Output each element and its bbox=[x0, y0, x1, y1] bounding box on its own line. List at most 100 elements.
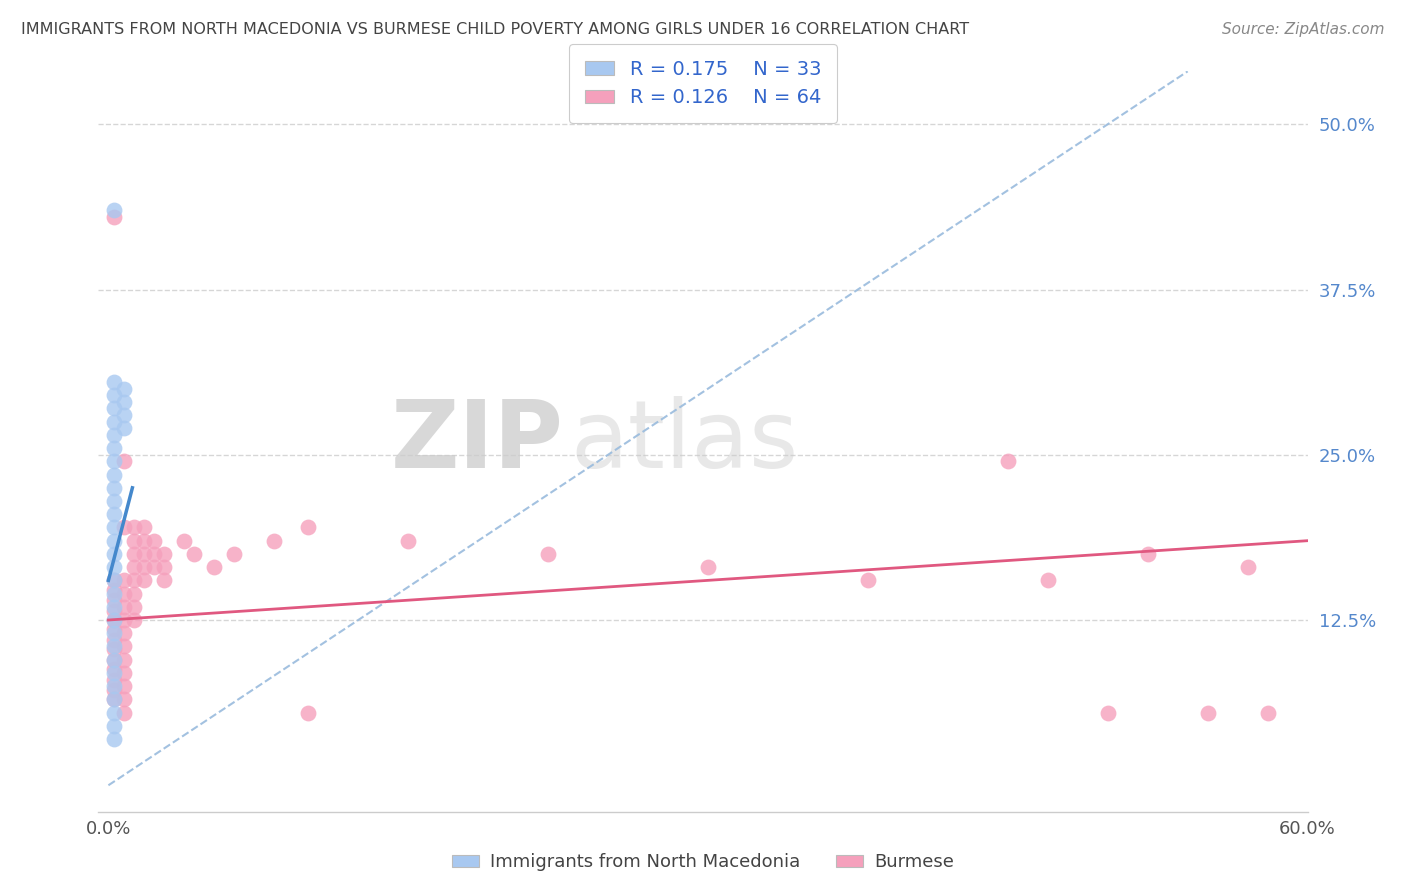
Point bbox=[124, 520, 146, 534]
Point bbox=[297, 706, 319, 720]
Point bbox=[124, 599, 146, 614]
Point bbox=[103, 731, 125, 746]
Point bbox=[1257, 706, 1279, 720]
Point bbox=[1236, 560, 1258, 574]
Point bbox=[112, 454, 135, 468]
Point bbox=[103, 582, 125, 597]
Point bbox=[697, 560, 720, 574]
Point bbox=[112, 520, 135, 534]
Point bbox=[103, 653, 125, 667]
Point bbox=[112, 626, 135, 640]
Point bbox=[297, 520, 319, 534]
Point bbox=[103, 692, 125, 706]
Point bbox=[124, 586, 146, 600]
Point bbox=[103, 662, 125, 676]
Point bbox=[112, 382, 135, 396]
Point bbox=[103, 454, 125, 468]
Point bbox=[103, 599, 125, 614]
Point bbox=[103, 665, 125, 680]
Point bbox=[103, 441, 125, 455]
Point bbox=[103, 613, 125, 627]
Point bbox=[134, 520, 156, 534]
Point bbox=[103, 586, 125, 600]
Point bbox=[112, 706, 135, 720]
Point bbox=[124, 547, 146, 561]
Point bbox=[1136, 547, 1159, 561]
Point bbox=[112, 653, 135, 667]
Point bbox=[103, 692, 125, 706]
Point bbox=[112, 613, 135, 627]
Text: Source: ZipAtlas.com: Source: ZipAtlas.com bbox=[1222, 22, 1385, 37]
Point bbox=[134, 574, 156, 588]
Point bbox=[112, 692, 135, 706]
Point bbox=[103, 415, 125, 429]
Point bbox=[143, 560, 166, 574]
Point bbox=[103, 388, 125, 402]
Point bbox=[224, 547, 246, 561]
Point bbox=[103, 508, 125, 522]
Point bbox=[103, 203, 125, 218]
Point bbox=[112, 640, 135, 654]
Point bbox=[103, 683, 125, 698]
Point bbox=[112, 421, 135, 435]
Point bbox=[103, 560, 125, 574]
Point bbox=[396, 533, 419, 548]
Point bbox=[103, 642, 125, 657]
Point bbox=[103, 706, 125, 720]
Text: atlas: atlas bbox=[569, 395, 799, 488]
Point bbox=[153, 574, 176, 588]
Point bbox=[112, 599, 135, 614]
Point bbox=[124, 560, 146, 574]
Point bbox=[103, 533, 125, 548]
Point bbox=[112, 679, 135, 693]
Point bbox=[103, 520, 125, 534]
Point bbox=[112, 586, 135, 600]
Point bbox=[103, 622, 125, 636]
Point bbox=[124, 574, 146, 588]
Point bbox=[202, 560, 225, 574]
Point bbox=[143, 547, 166, 561]
Point bbox=[134, 547, 156, 561]
Point bbox=[103, 613, 125, 627]
Point bbox=[134, 560, 156, 574]
Point bbox=[183, 547, 205, 561]
Point bbox=[103, 574, 125, 588]
Point bbox=[103, 679, 125, 693]
Point bbox=[112, 665, 135, 680]
Point bbox=[1036, 574, 1059, 588]
Point bbox=[103, 632, 125, 647]
Point bbox=[997, 454, 1019, 468]
Point bbox=[103, 494, 125, 508]
Point bbox=[153, 547, 176, 561]
Text: IMMIGRANTS FROM NORTH MACEDONIA VS BURMESE CHILD POVERTY AMONG GIRLS UNDER 16 CO: IMMIGRANTS FROM NORTH MACEDONIA VS BURME… bbox=[21, 22, 969, 37]
Point bbox=[1097, 706, 1119, 720]
Point bbox=[103, 481, 125, 495]
Point bbox=[537, 547, 560, 561]
Point bbox=[103, 604, 125, 618]
Point bbox=[103, 673, 125, 687]
Point bbox=[134, 533, 156, 548]
Legend: R = 0.175    N = 33, R = 0.126    N = 64: R = 0.175 N = 33, R = 0.126 N = 64 bbox=[569, 44, 837, 123]
Point bbox=[856, 574, 879, 588]
Point bbox=[143, 533, 166, 548]
Point bbox=[103, 593, 125, 607]
Point bbox=[1197, 706, 1219, 720]
Legend: Immigrants from North Macedonia, Burmese: Immigrants from North Macedonia, Burmese bbox=[444, 847, 962, 879]
Point bbox=[103, 626, 125, 640]
Point bbox=[103, 467, 125, 482]
Point bbox=[263, 533, 285, 548]
Point bbox=[173, 533, 195, 548]
Point bbox=[103, 547, 125, 561]
Point bbox=[103, 210, 125, 224]
Point bbox=[103, 719, 125, 733]
Point bbox=[112, 574, 135, 588]
Point bbox=[103, 401, 125, 416]
Point bbox=[124, 533, 146, 548]
Point bbox=[124, 613, 146, 627]
Point bbox=[103, 375, 125, 389]
Point bbox=[112, 408, 135, 422]
Point bbox=[103, 428, 125, 442]
Point bbox=[112, 395, 135, 409]
Point bbox=[103, 640, 125, 654]
Point bbox=[153, 560, 176, 574]
